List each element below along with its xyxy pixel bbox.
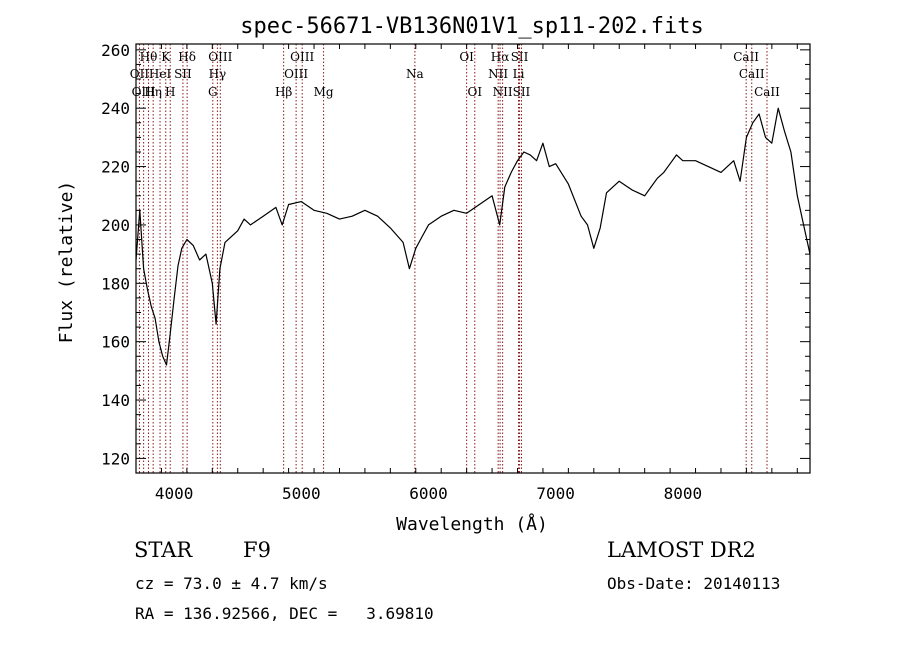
line-marker-label: SII	[513, 85, 531, 99]
survey-name: LAMOST DR2	[607, 538, 756, 562]
y-tick-label: 240	[101, 99, 130, 118]
emission-line-markers: Hθ OII OIII K HeI Hη Hδ SII H OIII Hγ G OIII OIII Hβ Mg…	[130, 44, 780, 473]
line-marker-label: Hα	[491, 50, 510, 64]
coordinates-readout: RA = 136.92566, DEC = 3.69810	[135, 604, 434, 623]
line-marker-label: OIII	[132, 85, 156, 99]
line-marker-label: OI	[459, 50, 474, 64]
axis-ticks: 4000 5000 6000 7000 8000 120 140 160 180 200 220 24…	[101, 41, 810, 503]
line-marker-label: Hθ	[140, 50, 158, 64]
line-marker-label: NII	[488, 67, 508, 81]
y-tick-label: 220	[101, 158, 130, 177]
x-tick-label: 8000	[664, 484, 703, 503]
chart-title: spec-56671-VB136N01V1_sp11-202.fits	[240, 14, 704, 39]
line-marker-label: HeI	[149, 67, 172, 81]
line-marker-label: OIII	[290, 50, 314, 64]
line-marker-label: Na	[406, 67, 424, 81]
line-marker-label: OIII	[284, 67, 308, 81]
line-marker-label: CaII	[739, 67, 765, 81]
y-axis-label: Flux (relative)	[56, 181, 77, 344]
x-axis-label: Wavelength (Å)	[396, 513, 548, 535]
line-marker-label: Mg	[314, 85, 334, 99]
line-marker-label: Hβ	[275, 85, 292, 99]
object-subclass: F9	[243, 538, 271, 562]
y-tick-label: 120	[101, 449, 130, 468]
line-marker-label: H	[165, 85, 175, 99]
observation-date: Obs-Date: 20140113	[607, 574, 781, 593]
line-marker-label: Hδ	[178, 50, 196, 64]
line-marker-label: NII	[493, 85, 513, 99]
y-tick-label: 160	[101, 333, 130, 352]
line-marker-label: OII	[130, 67, 150, 81]
redshift-readout: cz = 73.0 ± 4.7 km/s	[135, 574, 328, 593]
line-marker-label: Li	[513, 67, 525, 81]
x-tick-label: 7000	[536, 484, 575, 503]
line-marker-label: CaII	[754, 85, 780, 99]
x-tick-label: 4000	[155, 484, 194, 503]
object-class: STAR	[134, 538, 193, 562]
line-marker-label: G	[208, 85, 218, 99]
y-tick-label: 200	[101, 216, 130, 235]
line-marker-label: OIII	[208, 50, 232, 64]
plot-frame	[135, 43, 811, 474]
y-tick-label: 180	[101, 274, 130, 293]
x-tick-label: 5000	[282, 484, 321, 503]
spectrum-series	[135, 107, 811, 366]
spectrum-line	[135, 107, 811, 366]
line-marker-label: OI	[467, 85, 482, 99]
line-marker-label: SII	[174, 67, 192, 81]
line-marker-label: CaII	[733, 50, 759, 64]
line-marker-label: Hη	[144, 85, 162, 99]
line-marker-label: K	[161, 50, 171, 64]
x-tick-label: 6000	[409, 484, 448, 503]
line-marker-label: SII	[511, 50, 529, 64]
y-tick-label: 140	[101, 391, 130, 410]
line-marker-label: Hγ	[209, 67, 227, 81]
y-tick-label: 260	[101, 41, 130, 60]
